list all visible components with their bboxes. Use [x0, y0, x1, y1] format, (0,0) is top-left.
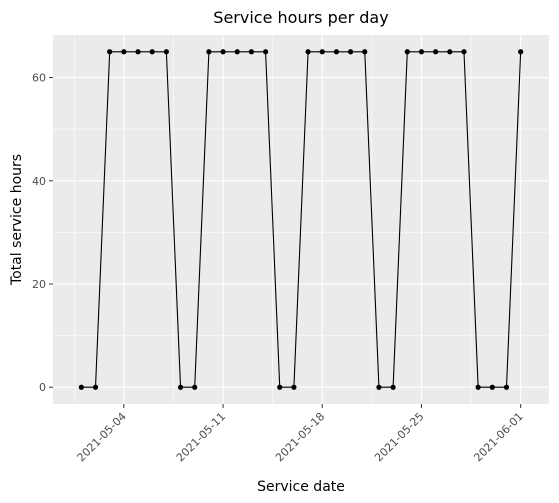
chart-title: Service hours per day	[213, 8, 388, 27]
data-point	[433, 49, 439, 55]
data-point	[177, 384, 184, 390]
data-point	[277, 384, 283, 390]
y-tick-label: 60	[32, 72, 46, 85]
data-point	[92, 384, 99, 390]
data-point	[220, 49, 226, 55]
data-point	[348, 49, 354, 55]
data-point	[319, 49, 325, 55]
data-point	[78, 384, 84, 390]
data-point	[121, 49, 127, 55]
major-gridlines	[53, 35, 549, 404]
data-point	[461, 49, 467, 55]
data-point	[376, 384, 382, 390]
data-point	[248, 49, 254, 55]
y-tick-label: 20	[32, 278, 46, 291]
data-point	[404, 49, 410, 55]
data-point	[518, 49, 524, 55]
data-point	[305, 49, 311, 55]
data-point	[362, 49, 368, 55]
data-point	[475, 384, 481, 390]
y-tick-label: 40	[32, 175, 46, 188]
y-tick-label: 0	[39, 381, 46, 394]
data-point	[107, 49, 113, 55]
data-point	[262, 49, 269, 55]
data-point	[163, 49, 169, 55]
data-point	[503, 384, 510, 390]
x-axis-title: Service date	[257, 479, 345, 495]
data-point	[333, 49, 340, 55]
data-point	[489, 384, 495, 390]
axis-ticks	[49, 77, 522, 408]
data-point	[418, 49, 425, 55]
data-point	[149, 49, 155, 55]
data-point	[192, 384, 198, 390]
data-point	[447, 49, 453, 55]
data-point	[206, 49, 212, 55]
data-point	[135, 49, 141, 55]
data-point	[390, 384, 396, 390]
y-axis-title: Total service hours	[9, 154, 25, 286]
data-point	[234, 49, 240, 55]
data-point	[291, 384, 297, 390]
series-layer	[78, 49, 524, 390]
